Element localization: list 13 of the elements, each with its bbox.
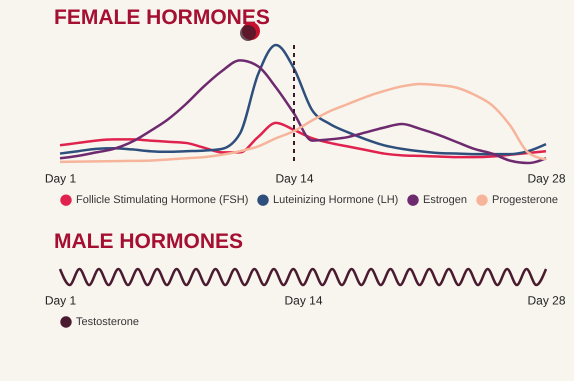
chart-title: FEMALE HORMONES bbox=[54, 6, 270, 29]
x-tick-label: Day 1 bbox=[44, 294, 76, 308]
legend-label: Progesterone bbox=[492, 194, 558, 206]
x-tick-label: Day 1 bbox=[44, 172, 76, 186]
legend-label: Follicle Stimulating Hormone (FSH) bbox=[76, 194, 248, 206]
legend-label: Estrogen bbox=[423, 194, 468, 206]
x-tick-label: Day 14 bbox=[284, 294, 323, 308]
chart-title: MALE HORMONES bbox=[54, 230, 243, 253]
legend-label: Luteinizing Hormone (LH) bbox=[273, 194, 398, 206]
legend-label: Testosterone bbox=[76, 316, 139, 328]
x-tick-label: Day 28 bbox=[527, 172, 566, 186]
x-tick-label: Day 28 bbox=[527, 294, 566, 308]
x-tick-label: Day 14 bbox=[275, 172, 314, 186]
